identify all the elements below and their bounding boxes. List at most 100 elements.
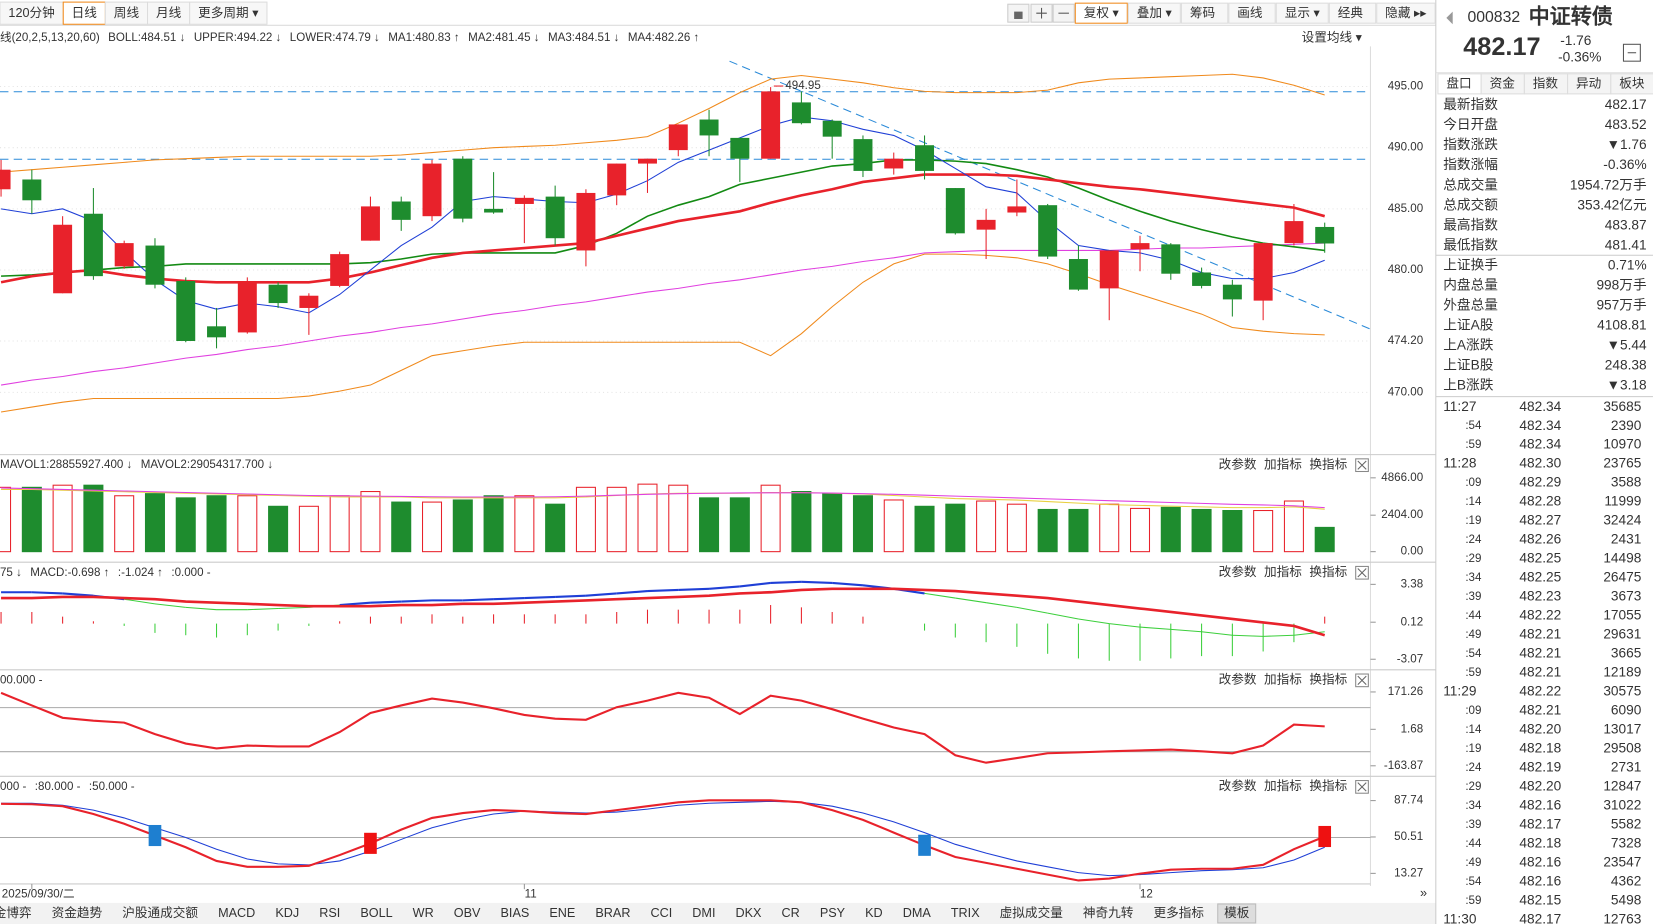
candle-body (945, 188, 965, 234)
ma-setting[interactable]: 设置均线 ▾ (1302, 30, 1363, 44)
side-tab[interactable] (1610, 73, 1653, 95)
indicator-tab[interactable]: 更多指标 (1153, 906, 1204, 920)
tick-volume: 26475 (1603, 570, 1641, 585)
k-line (1, 799, 1326, 882)
indicator-tab[interactable]: WR (413, 906, 434, 920)
candle-body (1007, 206, 1027, 213)
indicator-tab[interactable]: BRAR (595, 906, 630, 920)
panel-button[interactable]: 换指标 (1309, 565, 1347, 579)
tick-volume: 29631 (1603, 627, 1641, 642)
indicator-tab[interactable]: DMA (903, 906, 932, 920)
tick-time: :14 (1465, 724, 1482, 736)
indicator-tab[interactable]: BOLL (360, 906, 392, 920)
tool-button[interactable] (1127, 2, 1181, 24)
indicator-value: :0.000 - (171, 567, 210, 579)
indicator-tab[interactable]: CCI (651, 906, 673, 920)
tool-button-label[interactable]: 隐藏 ▸▸ (1385, 6, 1427, 20)
indicator-tab[interactable]: DMI (692, 906, 715, 920)
indicator-value: BOLL:484.51 ↓ (108, 32, 185, 44)
tick-time: :49 (1465, 857, 1481, 869)
tool-button[interactable] (1180, 2, 1229, 24)
indicator-tab[interactable]: 沪股通成交额 (122, 905, 198, 920)
candle-body (360, 206, 380, 241)
indicator-tab[interactable]: 金博弈 (0, 905, 32, 920)
panel-button[interactable]: 换指标 (1309, 673, 1347, 687)
side-tab-label[interactable]: 盘口 (1446, 76, 1471, 91)
tool-button[interactable] (1328, 2, 1377, 24)
quote-value: 998万手 (1596, 277, 1647, 292)
tool-button-label[interactable]: 显示 ▾ (1285, 6, 1321, 20)
tool-button-label[interactable]: 叠加 ▾ (1137, 6, 1173, 20)
side-tab-label[interactable]: 资金 (1490, 76, 1516, 91)
quote-value: 483.87 (1605, 217, 1647, 232)
panel-button[interactable]: 换指标 (1309, 458, 1347, 472)
period-tab-label[interactable]: 更多周期 ▾ (198, 6, 259, 20)
side-tab-label[interactable]: 指数 (1533, 77, 1559, 91)
quote-label: 上证B股 (1443, 358, 1493, 373)
indicator-tab[interactable]: BIAS (501, 906, 530, 920)
indicator-tab[interactable]: 模板 (1224, 906, 1250, 920)
panel-button[interactable]: 改参数 (1219, 457, 1257, 472)
quote-label: 总成交量 (1443, 176, 1498, 192)
tool-button-label[interactable]: 复权 ▾ (1084, 5, 1120, 20)
volume-bar (52, 484, 73, 553)
side-tab-label[interactable]: 异动 (1576, 77, 1601, 91)
indicator-tab[interactable]: CR (782, 906, 800, 920)
last-price: 482.17 (1463, 33, 1540, 61)
tool-button-label[interactable]: 画线 (1237, 6, 1263, 20)
indicator-tab[interactable]: 资金趋势 (52, 905, 103, 920)
indicator-tab[interactable]: RSI (319, 906, 340, 920)
tick-price: 482.22 (1519, 608, 1561, 623)
dif-segment (124, 598, 156, 605)
tick-volume: 13017 (1603, 722, 1641, 737)
period-tab-label[interactable]: 月线 (156, 6, 182, 20)
indicator-tab[interactable]: 虚拟成交量 (1000, 905, 1064, 920)
tick-time: :59 (1465, 667, 1481, 679)
indicator-tab[interactable]: ENE (549, 906, 575, 920)
panel-button[interactable]: 换指标 (1309, 779, 1347, 793)
period-tab-label[interactable]: 周线 (114, 6, 140, 20)
candle-body (730, 137, 750, 159)
tool-button-label[interactable]: 筹码 (1190, 5, 1215, 20)
tool-button-label[interactable]: 经典 (1338, 6, 1364, 20)
dif-segment (1016, 606, 1048, 614)
indicator-tab[interactable]: MACD (218, 906, 255, 920)
period-tab-label[interactable]: 日线 (72, 6, 98, 20)
back-icon[interactable] (1446, 11, 1453, 25)
quote-label: 上A涨跌 (1443, 338, 1493, 353)
tick-volume: 11999 (1604, 494, 1641, 509)
panel-button[interactable]: 改参数 (1219, 778, 1257, 793)
tool-button[interactable] (1275, 2, 1329, 24)
panel-button[interactable]: 加指标 (1264, 673, 1302, 687)
indicator-tab[interactable]: KDJ (275, 906, 299, 920)
indicator-tab[interactable]: TRIX (951, 906, 980, 920)
panel-button[interactable]: 改参数 (1219, 564, 1257, 579)
panel-button[interactable]: 加指标 (1264, 779, 1302, 793)
tool-button[interactable] (1228, 2, 1276, 24)
scroll-arrow[interactable]: » (1420, 886, 1427, 900)
y-tick-label: 490.00 (1388, 142, 1423, 154)
side-tab-label[interactable]: 板块 (1619, 77, 1645, 91)
quote-label: 指数涨幅 (1443, 157, 1498, 172)
quote-value: 481.41 (1605, 237, 1647, 252)
menu-icon[interactable] (1622, 43, 1641, 62)
tool-button[interactable] (1074, 2, 1128, 24)
indicator-tab[interactable]: 神奇九转 (1083, 906, 1134, 920)
tool-button[interactable] (1376, 2, 1436, 24)
y-tick-label: 171.26 (1388, 686, 1423, 698)
dif-segment (832, 581, 864, 587)
dif-segment (986, 602, 1017, 608)
period-tab-label[interactable]: 120分钟 (8, 5, 54, 20)
panel-button[interactable]: 改参数 (1219, 672, 1257, 687)
period-tab[interactable] (189, 1, 268, 25)
candle-body (1068, 259, 1088, 290)
panel-button[interactable]: 加指标 (1264, 458, 1302, 472)
tick-price: 482.29 (1519, 475, 1561, 490)
indicator-tab[interactable]: OBV (454, 906, 481, 920)
indicator-tab[interactable]: DKX (736, 906, 763, 920)
volume-bar (852, 495, 873, 553)
indicator-tab[interactable]: KD (865, 906, 883, 920)
indicator-tab[interactable]: PSY (820, 906, 846, 920)
dif-segment (339, 601, 371, 607)
panel-button[interactable]: 加指标 (1264, 565, 1302, 579)
